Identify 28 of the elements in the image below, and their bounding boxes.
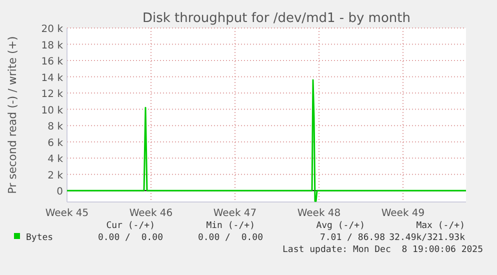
legend-label: Bytes	[26, 233, 54, 243]
x-tick-label: Week 45	[45, 208, 89, 219]
text: Avg (-/+)	[316, 221, 365, 231]
text: 32.49k/321.93k	[389, 233, 466, 243]
x-tick-label: Week 46	[129, 208, 173, 219]
text: 0.00 / 0.00	[198, 233, 263, 243]
x-tick-label: Week 49	[381, 208, 425, 219]
y-tick-label: 18 k	[41, 40, 64, 52]
text: Last update: Mon Dec 8 19:00:06 2025	[282, 245, 483, 255]
text: Max (-/+)	[416, 221, 465, 231]
y-tick-label: 20 k	[41, 24, 64, 35]
y-tick-label: 10 k	[41, 105, 64, 116]
y-tick-label: 4 k	[48, 154, 64, 166]
y-tick-label: 0	[56, 186, 63, 198]
text: 7.01 / 86.98	[320, 233, 385, 243]
chart-title: Disk throughput for /dev/md1 - by month	[142, 11, 410, 26]
y-tick-label: 8 k	[48, 122, 64, 133]
y-tick-label: 2 k	[48, 170, 64, 182]
y-tick-label: 16 k	[41, 56, 64, 68]
text: 0.00 / 0.00	[98, 233, 163, 243]
x-tick-label: Week 47	[213, 208, 257, 219]
y-tick-label: 6 k	[48, 138, 64, 149]
y-axis-title: Pr second read (-) / write (+)	[6, 36, 19, 194]
text: Min (-/+)	[206, 221, 255, 231]
y-tick-label: 14 k	[41, 72, 64, 84]
text: Cur (-/+)	[106, 221, 155, 231]
x-tick-label: Week 48	[297, 208, 341, 219]
y-tick-label: 12 k	[41, 89, 64, 100]
